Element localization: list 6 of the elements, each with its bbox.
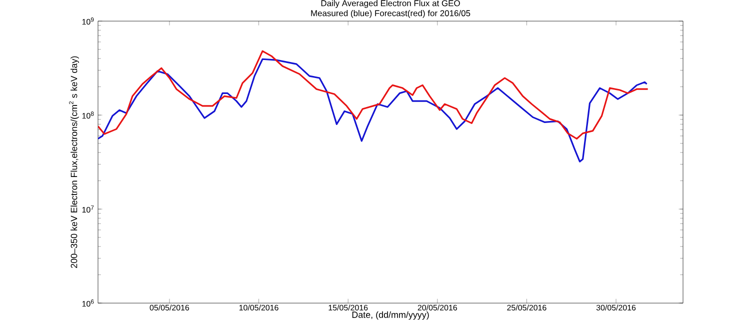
- line-series: [98, 50, 649, 140]
- x-axis-title: Date, (dd/mm/yyyy): [352, 311, 429, 320]
- chart-subtitle: Measured (blue) Forecast(red) for 2016/05: [311, 10, 470, 18]
- line-series: [98, 58, 648, 162]
- y-axis-title: 200–350 keV Electron Flux,electrons/(cm$^{2}$ s keV day): [69, 56, 79, 268]
- chart-title: Daily Averaged Electron Flux at GEO: [321, 0, 460, 8]
